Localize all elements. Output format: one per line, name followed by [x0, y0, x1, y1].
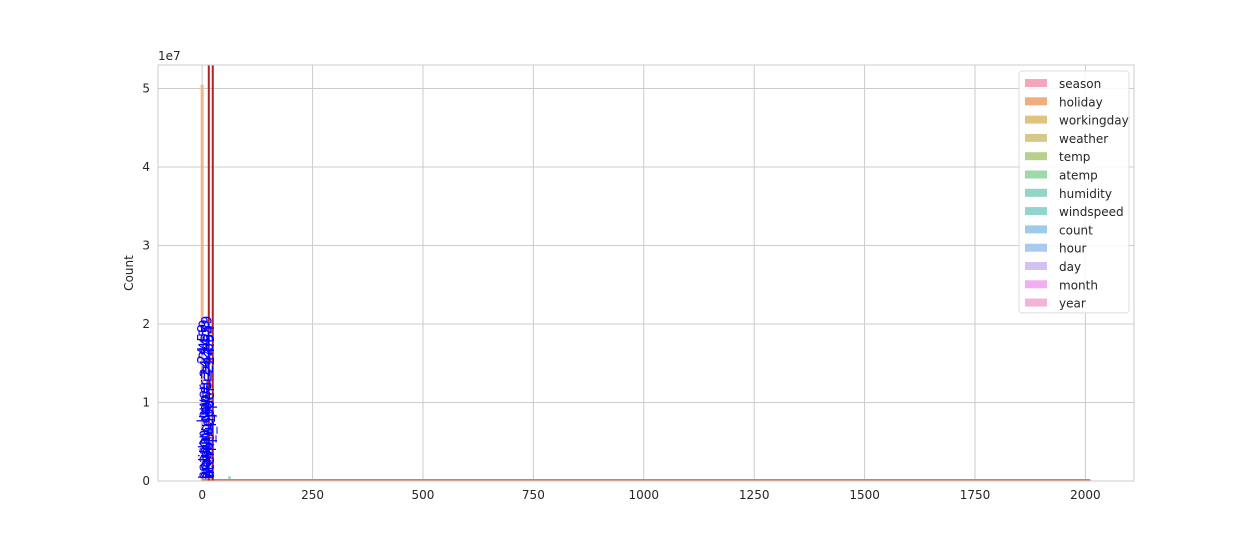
legend-swatch — [1025, 280, 1047, 289]
legend-label: temp — [1059, 150, 1090, 164]
y-tick-label: 1 — [142, 396, 150, 410]
y-offset-text: 1e7 — [158, 49, 181, 63]
legend-swatch — [1025, 262, 1047, 270]
legend-swatch — [1025, 225, 1047, 234]
legend-swatch — [1025, 298, 1047, 307]
legend-label: year — [1059, 297, 1086, 311]
bar-weather — [201, 434, 205, 481]
annotation: holiday_upper = 24.59 — [197, 319, 213, 479]
annotation: temp_upper = 24.59 — [201, 334, 217, 479]
x-tick-label: 0 — [198, 488, 206, 502]
legend-label: weather — [1059, 132, 1108, 146]
legend-swatch — [1025, 115, 1047, 124]
legend-label: day — [1059, 260, 1081, 274]
x-tick-label: 1000 — [629, 488, 660, 502]
y-tick-label: 3 — [142, 239, 150, 253]
legend-label: workingday — [1059, 114, 1129, 128]
legend-label: atemp — [1059, 169, 1098, 183]
legend-swatch — [1025, 243, 1047, 252]
plot-area — [158, 65, 1134, 481]
x-tick-label: 750 — [522, 488, 545, 502]
legend-swatch — [1025, 133, 1047, 142]
y-tick-labels: 0 1 2 3 4 5 — [142, 82, 150, 488]
x-tick-label: 1750 — [960, 488, 991, 502]
legend-box — [1018, 70, 1130, 314]
x-tick-label: 500 — [412, 488, 435, 502]
legend-swatch — [1025, 207, 1047, 216]
legend-label: hour — [1059, 242, 1087, 256]
x-tick-label: 2000 — [1070, 488, 1101, 502]
legend-label: humidity — [1059, 187, 1112, 201]
annotation: atemp_upper = 24.54 — [202, 325, 218, 479]
bar-temp — [209, 471, 213, 481]
vertical-lines — [207, 65, 214, 481]
bar-month — [203, 476, 207, 481]
legend-swatch — [1025, 152, 1047, 161]
legend-label: month — [1059, 278, 1098, 292]
legend-label: season — [1059, 77, 1101, 91]
x-tick-label: 1250 — [739, 488, 770, 502]
legend-swatch — [1025, 97, 1047, 106]
bar-holiday — [200, 84, 204, 481]
legend-label: count — [1059, 223, 1093, 237]
y-tick-label: 4 — [142, 160, 150, 174]
legend: season holiday workingday weather temp atemp h… — [1018, 70, 1130, 314]
annotation: weather_lower = 24.59 — [199, 316, 215, 479]
x-tick-label: 1500 — [849, 488, 880, 502]
annotation: season_lower = 24.59 — [195, 324, 211, 479]
legend-label: windspeed — [1059, 205, 1124, 219]
x-tick-labels: 0 250 500 750 1000 1250 1500 1750 2000 — [198, 488, 1100, 502]
y-tick-label: 0 — [142, 474, 150, 488]
x-tick-label: 250 — [301, 488, 324, 502]
legend-swatch — [1025, 188, 1047, 197]
histogram-bars — [200, 84, 1092, 481]
annotation: workingday = 24.54 — [198, 337, 214, 479]
legend-swatch — [1025, 79, 1047, 87]
y-tick-label: 2 — [142, 317, 150, 331]
legend-swatch — [1025, 170, 1047, 179]
legend-label: holiday — [1059, 95, 1103, 109]
y-axis-label: Count — [122, 255, 136, 291]
y-tick-label: 5 — [142, 82, 150, 96]
bar-humidity — [228, 476, 232, 481]
plot-frame — [157, 64, 1135, 482]
